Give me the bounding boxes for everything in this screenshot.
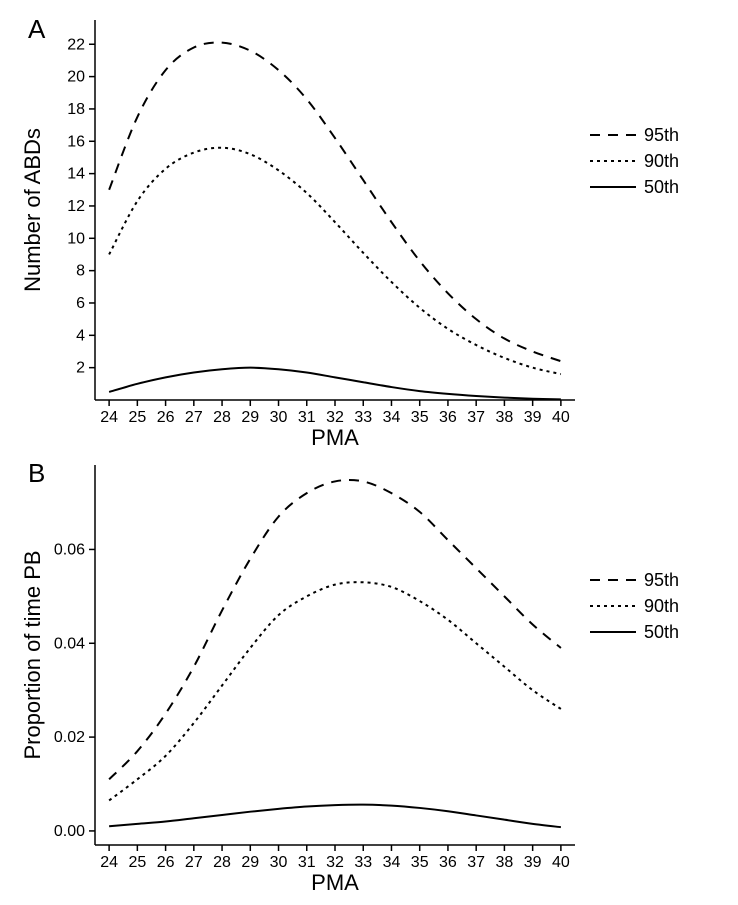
svg-text:0.04: 0.04 (54, 635, 85, 652)
svg-text:38: 38 (496, 409, 514, 426)
svg-text:4: 4 (76, 327, 85, 344)
svg-text:38: 38 (496, 854, 514, 871)
svg-text:PMA: PMA (311, 870, 359, 895)
svg-text:31: 31 (298, 409, 316, 426)
svg-text:34: 34 (383, 854, 401, 871)
svg-text:2: 2 (76, 360, 85, 377)
chart-b: 24 25 26 27 28 29 30 31 32 33 34 35 36 37 38 39 40 0.00 0.… (0, 455, 738, 905)
svg-text:25: 25 (128, 409, 146, 426)
svg-text:40: 40 (552, 409, 570, 426)
legend-label-50th: 50th (644, 177, 679, 197)
legend-label-95th: 95th (644, 125, 679, 145)
series-50th (109, 805, 561, 828)
series-90th (109, 148, 561, 374)
svg-text:32: 32 (326, 854, 344, 871)
svg-text:0.00: 0.00 (54, 823, 85, 840)
svg-text:28: 28 (213, 854, 231, 871)
svg-text:25: 25 (128, 854, 146, 871)
svg-text:16: 16 (67, 133, 85, 150)
legend-label-50th: 50th (644, 622, 679, 642)
svg-text:18: 18 (67, 101, 85, 118)
svg-text:27: 27 (185, 409, 203, 426)
svg-text:34: 34 (383, 409, 401, 426)
svg-text:27: 27 (185, 854, 203, 871)
svg-text:26: 26 (157, 854, 175, 871)
svg-text:35: 35 (411, 854, 429, 871)
svg-text:10: 10 (67, 230, 85, 247)
series-95th (109, 480, 561, 779)
svg-text:29: 29 (241, 854, 259, 871)
svg-text:22: 22 (67, 36, 85, 53)
svg-text:Number of ABDs: Number of ABDs (20, 128, 45, 292)
svg-text:26: 26 (157, 409, 175, 426)
svg-text:12: 12 (67, 198, 85, 215)
svg-text:29: 29 (241, 409, 259, 426)
series-50th (109, 368, 561, 400)
legend-label-90th: 90th (644, 151, 679, 171)
svg-text:Proportion of time PB: Proportion of time PB (20, 550, 45, 759)
svg-text:6: 6 (76, 295, 85, 312)
svg-text:37: 37 (467, 854, 485, 871)
svg-text:33: 33 (354, 854, 372, 871)
svg-text:0.02: 0.02 (54, 729, 85, 746)
svg-text:28: 28 (213, 409, 231, 426)
svg-text:24: 24 (100, 854, 118, 871)
svg-text:30: 30 (270, 854, 288, 871)
svg-text:32: 32 (326, 409, 344, 426)
figure: A 24252627282930313233343536373839402468… (0, 0, 738, 900)
svg-text:36: 36 (439, 409, 457, 426)
svg-text:0.06: 0.06 (54, 541, 85, 558)
svg-text:24: 24 (100, 409, 118, 426)
svg-text:39: 39 (524, 409, 542, 426)
svg-text:20: 20 (67, 69, 85, 86)
svg-text:33: 33 (354, 409, 372, 426)
svg-text:14: 14 (67, 166, 85, 183)
svg-text:39: 39 (524, 854, 542, 871)
svg-text:35: 35 (411, 409, 429, 426)
svg-text:8: 8 (76, 263, 85, 280)
series-95th (109, 42, 561, 361)
legend-label-95th: 95th (644, 570, 679, 590)
svg-text:30: 30 (270, 409, 288, 426)
svg-text:37: 37 (467, 409, 485, 426)
svg-text:40: 40 (552, 854, 570, 871)
svg-text:PMA: PMA (311, 425, 359, 450)
legend-label-90th: 90th (644, 596, 679, 616)
svg-text:36: 36 (439, 854, 457, 871)
series-90th (109, 582, 561, 800)
chart-a: 2425262728293031323334353637383940246810… (0, 10, 738, 460)
svg-text:31: 31 (298, 854, 316, 871)
